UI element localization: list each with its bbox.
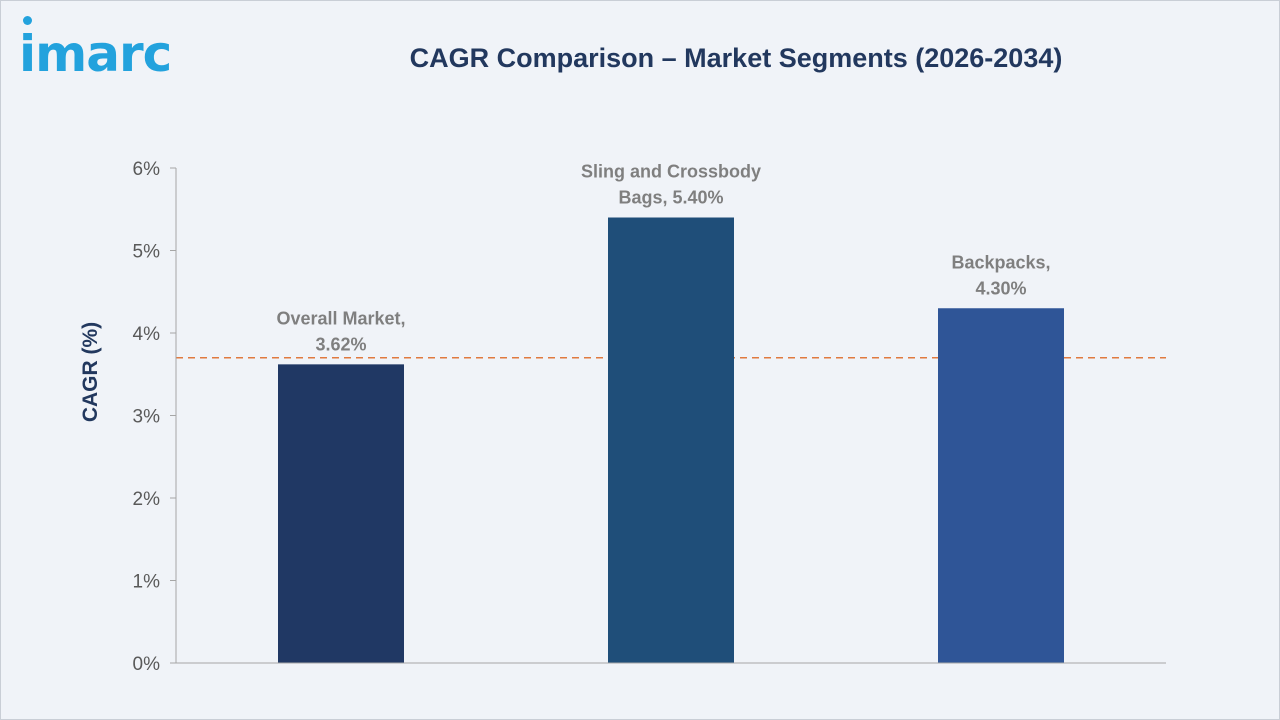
y-tick-label: 0% <box>133 654 161 675</box>
y-axis-title: CAGR (%) <box>79 322 102 422</box>
y-tick-label: 6% <box>133 159 161 180</box>
data-labels-group: Overall Market, 3.62% Sling and Crossbody B… <box>276 162 1050 355</box>
y-tick-label: 1% <box>133 572 161 593</box>
bar <box>938 308 1064 663</box>
data-label: Backpacks, <box>951 252 1050 272</box>
imarc-logo: imarc <box>19 25 172 83</box>
y-axis-title-group: CAGR (%) <box>79 322 102 422</box>
data-label: 4.30% <box>975 278 1026 298</box>
y-axis-ticks: 0% 1% 2% 3% 4% 5% 6% <box>133 159 176 675</box>
bars-group <box>278 217 1064 663</box>
y-tick-label: 5% <box>133 242 161 263</box>
data-label: Bags, 5.40% <box>618 188 723 208</box>
bar <box>608 217 734 663</box>
data-label: Sling and Crossbody <box>581 162 761 182</box>
y-tick-label: 4% <box>133 324 161 345</box>
axes-group <box>175 168 1166 664</box>
logo-dot <box>23 16 32 25</box>
data-label: 3.62% <box>315 334 366 354</box>
y-tick-label: 2% <box>133 489 161 510</box>
chart-title: CAGR Comparison – Market Segments (2026-… <box>409 43 1063 73</box>
bar <box>278 364 404 663</box>
y-tick-label: 3% <box>133 407 161 428</box>
data-label: Overall Market, <box>276 308 405 328</box>
